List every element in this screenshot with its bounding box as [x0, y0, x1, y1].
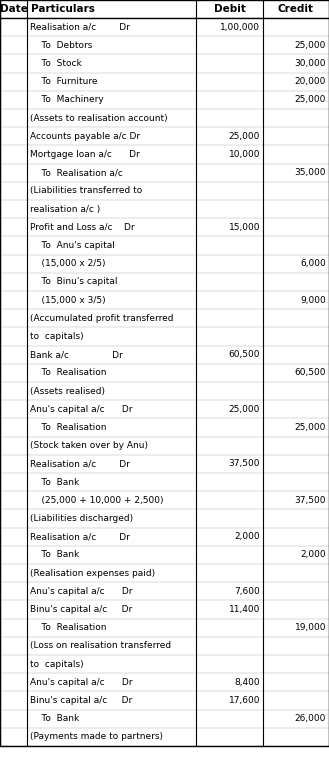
Text: 26,000: 26,000	[295, 715, 326, 723]
Text: To  Anu's capital: To Anu's capital	[30, 241, 115, 250]
Text: 11,400: 11,400	[229, 605, 260, 614]
Text: To  Bank: To Bank	[30, 550, 79, 559]
Text: 9,000: 9,000	[300, 295, 326, 304]
Text: Date: Date	[0, 4, 27, 14]
Text: To  Bank: To Bank	[30, 715, 79, 723]
Text: 1,00,000: 1,00,000	[220, 23, 260, 31]
Text: Profit and Loss a/c    Dr: Profit and Loss a/c Dr	[30, 223, 135, 232]
Text: (15,000 x 3/5): (15,000 x 3/5)	[30, 295, 106, 304]
Text: To  Debtors: To Debtors	[30, 41, 92, 50]
Text: Realisation a/c        Dr: Realisation a/c Dr	[30, 460, 130, 468]
Text: Debit: Debit	[214, 4, 245, 14]
Text: Anu's capital a/c      Dr: Anu's capital a/c Dr	[30, 405, 133, 414]
Text: Realisation a/c        Dr: Realisation a/c Dr	[30, 23, 130, 31]
Text: Accounts payable a/c Dr: Accounts payable a/c Dr	[30, 132, 140, 141]
Text: 2,000: 2,000	[234, 532, 260, 541]
Text: To  Bank: To Bank	[30, 477, 79, 487]
Text: (Payments made to partners): (Payments made to partners)	[30, 732, 163, 741]
Text: 30,000: 30,000	[294, 59, 326, 68]
Text: 37,500: 37,500	[229, 460, 260, 468]
Text: (Assets realised): (Assets realised)	[30, 386, 105, 396]
Text: 60,500: 60,500	[294, 369, 326, 377]
Text: 60,500: 60,500	[229, 350, 260, 360]
Text: 25,000: 25,000	[229, 132, 260, 141]
Text: (Liabilities transferred to: (Liabilities transferred to	[30, 187, 142, 195]
Text: (Assets to realisation account): (Assets to realisation account)	[30, 113, 167, 122]
Text: 25,000: 25,000	[295, 423, 326, 432]
Text: Bank a/c               Dr: Bank a/c Dr	[30, 350, 123, 360]
Text: 19,000: 19,000	[294, 623, 326, 632]
Text: To  Realisation a/c: To Realisation a/c	[30, 168, 123, 177]
Text: realisation a/c ): realisation a/c )	[30, 204, 100, 213]
Text: (Stock taken over by Anu): (Stock taken over by Anu)	[30, 441, 148, 450]
Text: 25,000: 25,000	[295, 41, 326, 50]
Text: Binu's capital a/c     Dr: Binu's capital a/c Dr	[30, 605, 132, 614]
Text: (Accumulated profit transferred: (Accumulated profit transferred	[30, 314, 173, 323]
Text: To  Realisation: To Realisation	[30, 623, 107, 632]
Text: 20,000: 20,000	[295, 77, 326, 86]
Text: 25,000: 25,000	[295, 96, 326, 104]
Text: 35,000: 35,000	[294, 168, 326, 177]
Text: 2,000: 2,000	[300, 550, 326, 559]
Text: To  Realisation: To Realisation	[30, 369, 107, 377]
Text: 37,500: 37,500	[294, 496, 326, 505]
Text: 7,600: 7,600	[234, 587, 260, 596]
Text: 25,000: 25,000	[229, 405, 260, 414]
Text: Binu's capital a/c     Dr: Binu's capital a/c Dr	[30, 696, 132, 705]
Text: 6,000: 6,000	[300, 259, 326, 269]
Text: (Loss on realisation transferred: (Loss on realisation transferred	[30, 641, 171, 650]
Text: To  Furniture: To Furniture	[30, 77, 97, 86]
Text: To  Stock: To Stock	[30, 59, 82, 68]
Text: Realisation a/c        Dr: Realisation a/c Dr	[30, 532, 130, 541]
Text: To  Realisation: To Realisation	[30, 423, 107, 432]
Text: Particulars: Particulars	[31, 4, 95, 14]
Text: To  Machinery: To Machinery	[30, 96, 104, 104]
Text: (15,000 x 2/5): (15,000 x 2/5)	[30, 259, 106, 269]
Text: to  capitals): to capitals)	[30, 332, 84, 341]
Text: to  capitals): to capitals)	[30, 659, 84, 669]
Text: 15,000: 15,000	[229, 223, 260, 232]
Text: Anu's capital a/c      Dr: Anu's capital a/c Dr	[30, 587, 133, 596]
Text: (25,000 + 10,000 + 2,500): (25,000 + 10,000 + 2,500)	[30, 496, 164, 505]
Text: (Liabilities discharged): (Liabilities discharged)	[30, 514, 133, 523]
Text: 10,000: 10,000	[229, 150, 260, 159]
Text: 17,600: 17,600	[229, 696, 260, 705]
Text: Anu's capital a/c      Dr: Anu's capital a/c Dr	[30, 678, 133, 687]
Text: To  Binu's capital: To Binu's capital	[30, 278, 117, 286]
Text: Mortgage loan a/c      Dr: Mortgage loan a/c Dr	[30, 150, 140, 159]
Text: (Realisation expenses paid): (Realisation expenses paid)	[30, 568, 155, 578]
Text: Credit: Credit	[278, 4, 314, 14]
Text: 8,400: 8,400	[234, 678, 260, 687]
